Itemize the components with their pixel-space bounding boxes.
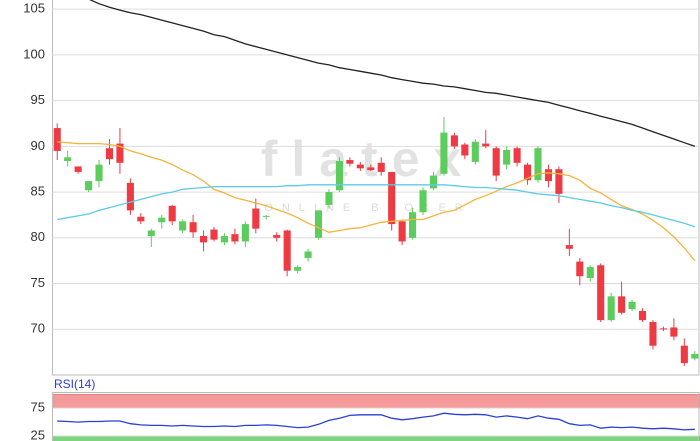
- candle-body: [147, 230, 155, 236]
- rsi-plot: [52, 393, 700, 441]
- y-tick-label: 75: [31, 275, 45, 290]
- candle-body: [523, 164, 532, 181]
- candle-body: [273, 235, 281, 238]
- candle-body: [429, 175, 438, 189]
- candle-body: [95, 164, 103, 182]
- y-tick-label: 100: [23, 46, 45, 61]
- candle-body: [304, 251, 312, 258]
- candle-body: [231, 234, 239, 242]
- candle-body: [126, 182, 134, 211]
- candle-body: [597, 265, 605, 321]
- y-tick-label: 95: [31, 92, 45, 107]
- candle-body: [461, 144, 469, 156]
- watermark: flatex ONLINE BROKER: [261, 131, 476, 214]
- rsi-title: RSI(14): [54, 377, 95, 391]
- rsi-band: [52, 435, 700, 441]
- candle-body: [691, 353, 699, 359]
- candle-body: [544, 169, 553, 182]
- candle-body: [576, 261, 584, 277]
- candle-body: [116, 143, 124, 163]
- candle-body: [158, 217, 166, 223]
- y-tick-label: 105: [23, 1, 45, 16]
- main-panel: [52, 0, 700, 376]
- candle-body: [409, 212, 417, 238]
- candle-body: [586, 267, 594, 279]
- candle-body: [534, 148, 542, 181]
- candle-body: [388, 171, 396, 225]
- y-tick-label: 25: [31, 427, 45, 441]
- candle-body: [262, 215, 270, 217]
- y-tick-label: 75: [31, 400, 45, 415]
- rsi-panel: [52, 392, 700, 441]
- candle-body: [356, 164, 364, 169]
- candle-body: [555, 169, 563, 194]
- candle-body: [314, 210, 323, 238]
- main-plot: [52, 0, 700, 366]
- candle-body: [419, 190, 427, 213]
- candle-body: [189, 222, 197, 233]
- y-tick-label: 70: [31, 321, 45, 336]
- candle-body: [210, 229, 218, 240]
- candle-body: [53, 128, 61, 151]
- rsi-band: [52, 393, 700, 409]
- candle-body: [335, 160, 343, 191]
- candle-body: [471, 141, 479, 162]
- indicator-line: [57, 412, 695, 431]
- y-tick-label: 80: [31, 229, 45, 244]
- indicator-line: [89, 0, 696, 147]
- candle-body: [294, 267, 302, 271]
- indicator-line: [57, 141, 696, 262]
- candle-body: [283, 230, 291, 271]
- candle-body: [85, 181, 93, 191]
- candle-body: [398, 221, 406, 242]
- y-tick-label: 90: [31, 138, 45, 153]
- candle-body: [105, 148, 114, 160]
- candle-body: [179, 221, 187, 231]
- candle-body: [618, 296, 626, 313]
- candle-body: [252, 208, 260, 229]
- candle-body: [492, 148, 500, 176]
- candle-body: [168, 205, 176, 222]
- candle-body: [503, 150, 511, 165]
- candle-body: [74, 166, 82, 172]
- candle-body: [220, 235, 229, 243]
- candle-body: [367, 167, 375, 171]
- candle-body: [325, 192, 333, 205]
- candle-body: [137, 216, 145, 222]
- watermark-brand: flatex: [261, 131, 476, 187]
- candle-body: [199, 235, 208, 243]
- candle-body: [241, 224, 249, 242]
- candle-body: [607, 296, 615, 321]
- candle-body: [346, 160, 354, 164]
- y-tick-label: 85: [31, 184, 45, 199]
- candle-body: [377, 162, 385, 172]
- candle-body: [450, 135, 458, 147]
- candle-body: [670, 327, 678, 337]
- candle-body: [513, 148, 521, 163]
- watermark-tagline: ONLINE BROKER: [264, 202, 471, 214]
- indicator-line: [57, 184, 696, 228]
- candle-body: [680, 345, 688, 364]
- candle-body: [440, 132, 448, 174]
- candle-body: [659, 328, 667, 330]
- candle-body: [649, 321, 657, 346]
- candle-body: [565, 245, 573, 249]
- candle-body: [64, 157, 72, 161]
- candle-body: [482, 143, 490, 147]
- candle-body: [638, 310, 647, 321]
- candle-body: [628, 301, 636, 310]
